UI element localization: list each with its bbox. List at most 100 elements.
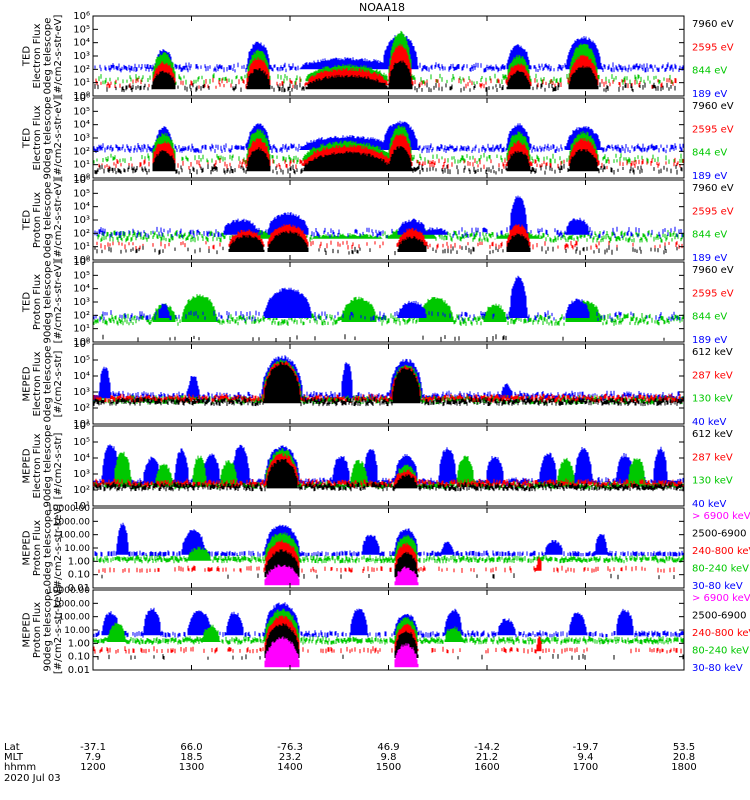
footer-value: -76.3 xyxy=(277,742,303,753)
y-axis-label-line: 90deg telescope xyxy=(42,588,53,671)
y-tick-label: 10² xyxy=(73,403,90,414)
y-axis-label-line: 0deg telescope xyxy=(42,510,53,587)
legend-entry: 80-240 keV xyxy=(692,646,749,657)
legend-entry: 30-80 keV xyxy=(692,581,743,592)
y-tick-label: 10⁶ xyxy=(73,93,90,104)
y-axis-label: MEPEDElectron Flux0deg telescope[#/cm2-s… xyxy=(21,346,64,423)
y-axis-label-line: Electron Flux xyxy=(32,433,43,498)
series-black xyxy=(102,334,665,342)
legend-entry: > 6900 keV xyxy=(692,593,750,604)
y-axis-label-line: 0deg telescope xyxy=(42,346,53,423)
y-axis-label: TEDProton Flux0deg telescope[#/cm2-s-str… xyxy=(21,179,64,262)
footer-value: -37.1 xyxy=(80,742,106,753)
y-axis-label-line: 90deg telescope xyxy=(42,424,53,507)
y-tick-label: 10³ xyxy=(73,51,90,62)
legend-entry: 189 eV xyxy=(692,253,727,264)
y-tick-label: 10⁵ xyxy=(73,355,90,366)
series-black xyxy=(101,549,675,580)
footer-value: 66.0 xyxy=(180,742,202,753)
y-axis-label-line: 0deg telescope xyxy=(42,18,53,95)
legend-entry: 7960 eV xyxy=(692,19,734,30)
y-tick-label: 10² xyxy=(73,310,90,321)
y-tick-label: 10⁰ xyxy=(73,337,90,348)
y-tick-label: 10⁶ xyxy=(73,257,90,268)
y-tick-label: 10⁵ xyxy=(73,24,90,35)
panel-3: 10⁰ 10¹ 10² 10³ 10⁴ 10⁵ 10⁶ TEDProton Flux0deg … xyxy=(21,175,734,266)
y-tick-label: 10⁵ xyxy=(73,437,90,448)
legend-entry: 2500-6900 xyxy=(692,529,747,540)
y-tick-label: 0.10 xyxy=(68,570,90,581)
footer-value: 1800 xyxy=(671,762,696,773)
y-axis-label: TEDElectron Flux90deg telescope[#/cm2-s-… xyxy=(21,96,64,179)
y-tick-label: 10² xyxy=(73,64,90,75)
y-tick-label: 1.00 xyxy=(68,638,90,649)
y-tick-label: 10¹ xyxy=(73,324,90,335)
legend-entry: 7960 eV xyxy=(692,265,734,276)
footer-value: 1300 xyxy=(179,762,204,773)
legend-entry: 287 keV xyxy=(692,452,733,463)
y-axis-label-line: [#/cm2-s-str-eV] xyxy=(53,261,64,344)
y-tick-label: 10.00 xyxy=(64,544,90,554)
legend-entry: 240-800 keV xyxy=(692,628,750,639)
y-tick-label: 10² xyxy=(73,485,90,496)
y-tick-label: 10⁵ xyxy=(73,270,90,281)
y-axis-label-line: [#/cm2-s-str] xyxy=(53,350,64,417)
series-trace-black xyxy=(102,334,665,342)
y-axis-label-line: 90deg telescope xyxy=(42,260,53,343)
footer-row-label: hhmm xyxy=(4,762,36,773)
y-tick-label: 10³ xyxy=(73,469,90,480)
legend-entry: 844 eV xyxy=(692,312,727,323)
footer-value: 1200 xyxy=(80,762,105,773)
y-axis-label-line: [#/cm2-s-str-eV] xyxy=(53,97,64,180)
legend-entry: 844 eV xyxy=(692,148,727,159)
legend-entry: 130 keV xyxy=(692,394,733,405)
y-axis-label-line: [#/cm2-s-str-keV] xyxy=(53,586,64,674)
y-axis-label-line: Proton Flux xyxy=(32,192,43,248)
y-tick-label: 10¹ xyxy=(73,78,90,89)
series-trace-magenta xyxy=(264,564,419,586)
footer-value: 23.2 xyxy=(279,752,301,763)
y-axis-label-line: MEPED xyxy=(21,612,32,647)
legend-entry: 189 eV xyxy=(692,89,727,100)
panel-6: 10¹ 10² 10³ 10⁴ 10⁵ 10⁶ MEPEDElectron Flux90de… xyxy=(21,421,733,512)
y-axis-label-line: Proton Flux xyxy=(32,274,43,330)
series-magenta xyxy=(264,564,419,586)
series-black xyxy=(94,230,678,256)
legend-entry: 844 eV xyxy=(692,66,727,77)
y-axis-label-line: [#/cm2-s-str-keV] xyxy=(53,504,64,592)
y-tick-label: 10⁶ xyxy=(73,339,90,350)
legend-entry: 130 keV xyxy=(692,476,733,487)
y-tick-label: 1000.00 xyxy=(53,599,90,609)
y-tick-label: 10⁴ xyxy=(73,284,90,295)
legend-entry: 2595 eV xyxy=(692,206,734,217)
y-tick-label: 10⁴ xyxy=(73,38,90,49)
legend-entry: 844 eV xyxy=(692,230,727,241)
y-tick-label: 1000.00 xyxy=(53,517,90,527)
y-axis-label: MEPEDProton Flux0deg telescope[#/cm2-s-s… xyxy=(21,504,64,592)
y-axis-label-line: 90deg telescope xyxy=(42,96,53,179)
y-tick-label: 0.01 xyxy=(68,583,90,594)
footer-row-label: Lat xyxy=(4,742,20,753)
legend-entry: 2595 eV xyxy=(692,124,734,135)
y-axis-label-line: Electron Flux xyxy=(32,105,43,170)
series-trace-blue xyxy=(93,275,681,322)
y-axis-label-line: Proton Flux xyxy=(32,602,43,658)
legend-entry: 2595 eV xyxy=(692,42,734,53)
series-trace-black xyxy=(101,549,675,580)
panel-7: 0.010.101.0010.00100.001000.0010000.00ME… xyxy=(21,504,750,594)
y-axis-label-line: MEPED xyxy=(21,530,32,565)
footer-value: -19.7 xyxy=(573,742,599,753)
footer-value: 9.4 xyxy=(578,752,594,763)
legend-entry: 40 keV xyxy=(692,499,726,510)
series-blue xyxy=(93,275,681,322)
y-axis-label-line: TED xyxy=(21,128,32,149)
y-axis-label-line: [#/cm2-s-str-eV] xyxy=(53,179,64,262)
legend-entry: 287 keV xyxy=(692,370,733,381)
y-tick-label: 10⁴ xyxy=(73,202,90,213)
y-tick-label: 10⁶ xyxy=(73,175,90,186)
y-tick-label: 10⁵ xyxy=(73,188,90,199)
y-axis-label-line: TED xyxy=(21,210,32,231)
y-axis-label: TEDProton Flux90deg telescope[#/cm2-s-st… xyxy=(21,260,64,343)
y-tick-label: 10¹ xyxy=(73,242,90,253)
